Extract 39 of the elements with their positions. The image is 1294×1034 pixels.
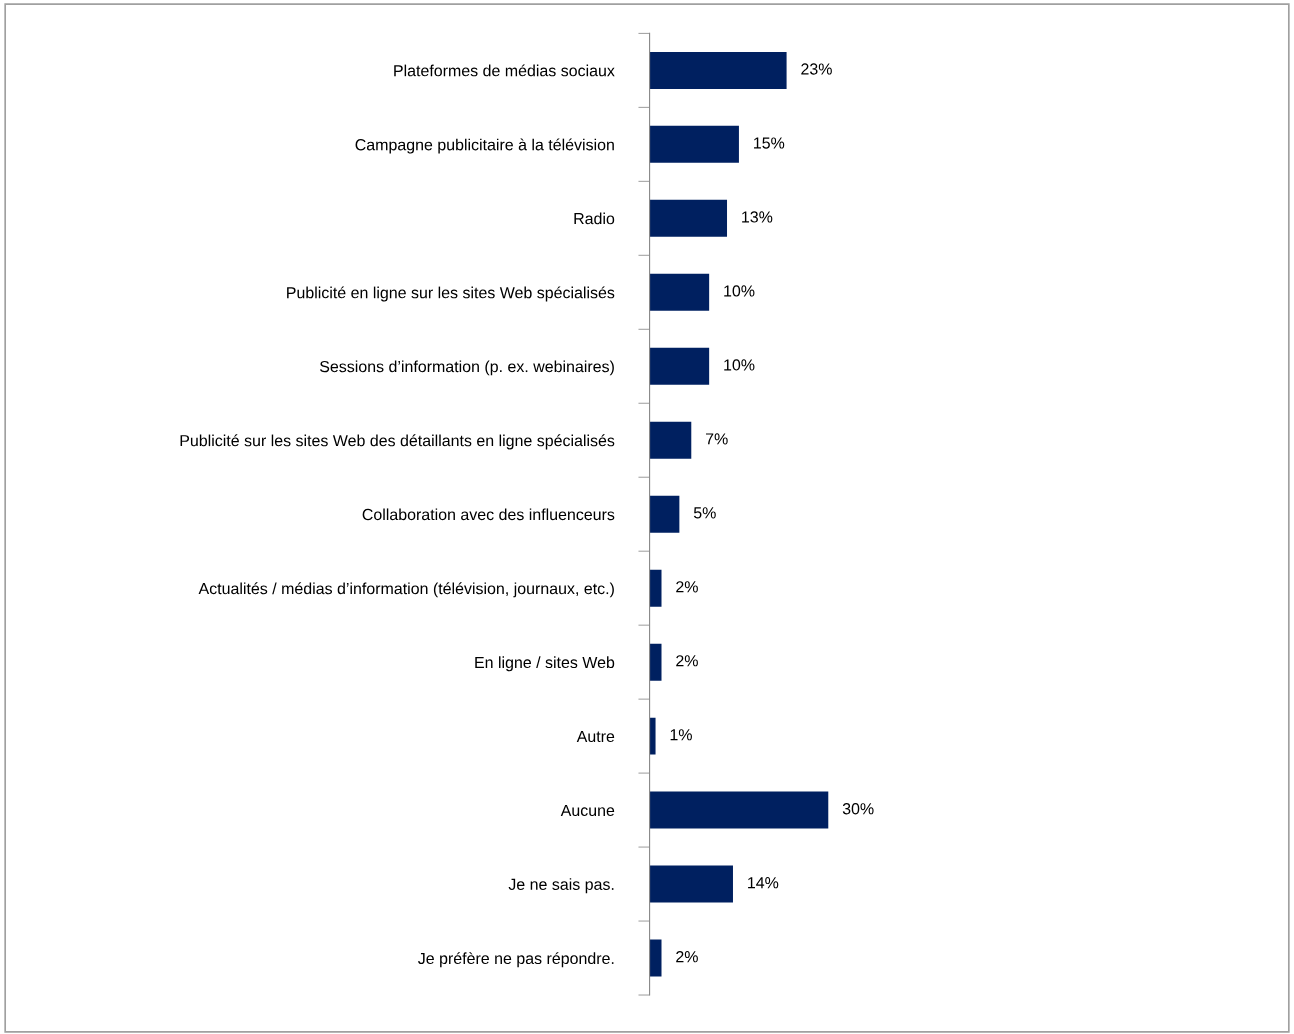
bar	[649, 273, 710, 311]
bar	[649, 569, 662, 607]
data-label: 23%	[801, 63, 832, 75]
bar	[649, 939, 662, 977]
bar	[649, 125, 739, 163]
data-label: 13%	[742, 211, 773, 223]
y-tick-label: Campagne publicitaire à la télévision	[355, 138, 614, 154]
data-label: 2%	[676, 581, 698, 593]
data-label: 30%	[842, 803, 874, 815]
bar	[649, 865, 733, 903]
y-tick-label: Autre	[576, 730, 615, 743]
data-label: 15%	[754, 137, 785, 149]
data-label: 2%	[676, 655, 698, 667]
bar	[649, 421, 692, 459]
bar	[649, 495, 680, 533]
y-tick-label: Publicité sur les sites Web des détaillants en ligne spécialisés	[180, 434, 615, 450]
y-tick-label: Sessions d’information (p. ex. webinaires)	[319, 360, 614, 376]
y-tick-label: Aucune	[560, 804, 615, 817]
y-tick-label: Publicité en ligne sur les sites Web spécialisés	[287, 286, 615, 302]
bar	[649, 717, 656, 755]
bar	[649, 347, 710, 385]
bar	[649, 643, 662, 681]
data-label: 1%	[670, 729, 692, 741]
data-label: 10%	[724, 285, 755, 297]
bar	[649, 791, 829, 829]
data-label: 2%	[676, 951, 698, 963]
y-tick-label: Je préfère ne pas répondre.	[418, 952, 614, 968]
y-tick-label: Actualités / médias d’information (télévision, journaux, etc.)	[198, 582, 614, 598]
y-tick-label: En ligne / sites Web	[475, 656, 615, 672]
data-label: 5%	[693, 507, 716, 519]
bar	[649, 51, 787, 89]
y-tick-label: Collaboration avec des influenceurs	[362, 508, 615, 521]
bar	[649, 199, 728, 237]
data-label: 7%	[705, 433, 728, 445]
y-tick-label: Plateformes de médias sociaux	[394, 64, 615, 77]
data-label: 10%	[724, 359, 755, 371]
y-tick-label: Je ne sais pas.	[508, 878, 614, 894]
data-label: 14%	[748, 877, 779, 889]
y-tick-label: Radio	[574, 212, 615, 225]
